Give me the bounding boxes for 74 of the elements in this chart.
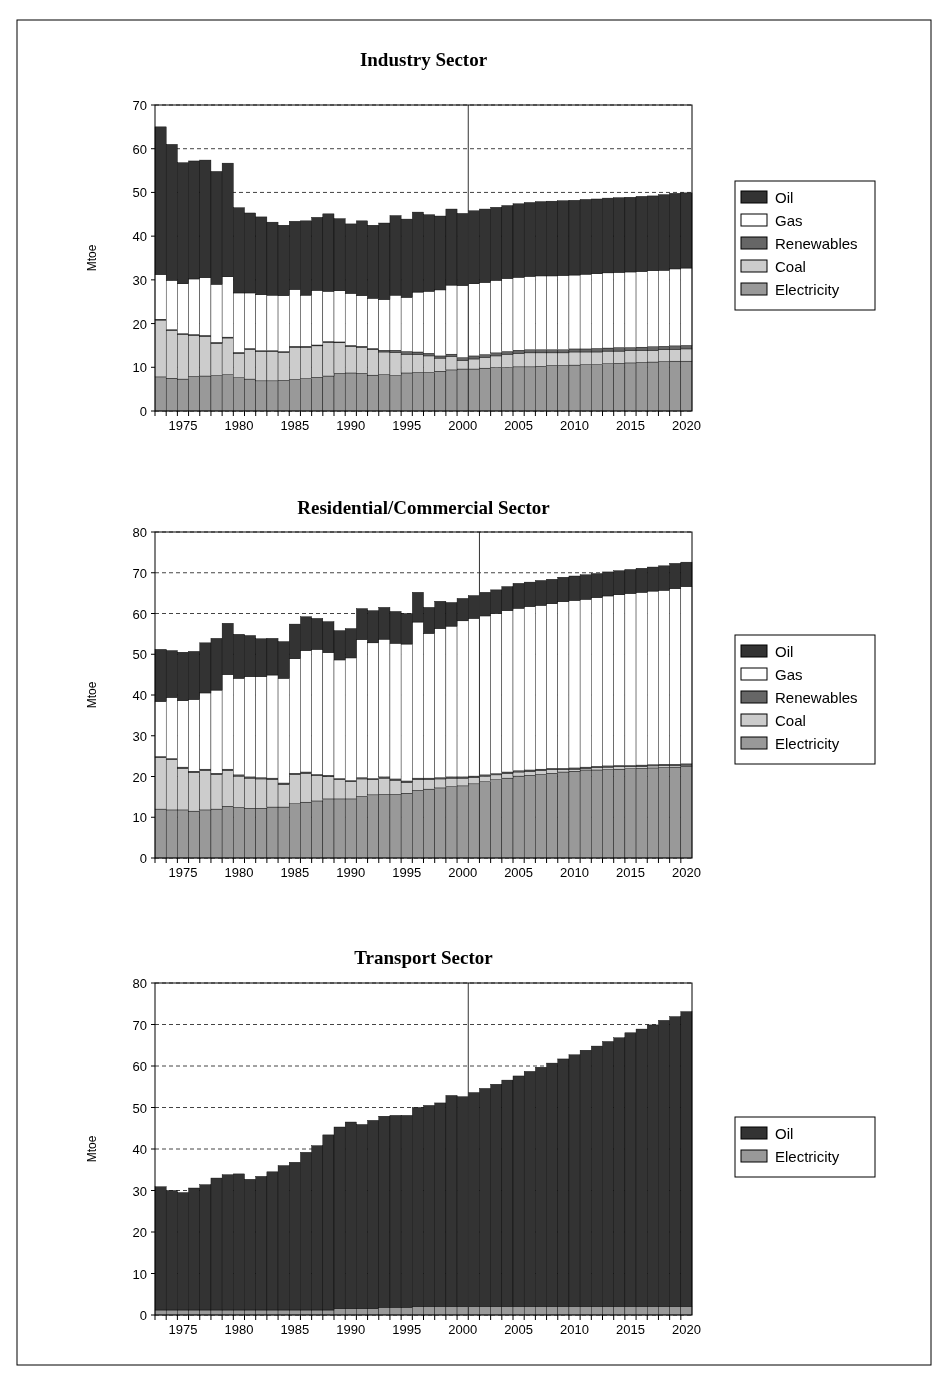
x-tick-label: 1995 (392, 1322, 422, 1337)
x-tick-label: 2010 (560, 1322, 589, 1337)
y-tick-label: 0 (139, 851, 147, 866)
legend-label: Coal (775, 712, 806, 729)
chart-title: Residential/Commercial Sector (297, 497, 551, 518)
x-tick-label: 1995 (392, 418, 422, 433)
x-tick-label: 1980 (224, 418, 254, 433)
y-tick-label: 60 (132, 141, 147, 157)
y-tick-label: 60 (132, 606, 147, 622)
x-tick-label: 2010 (560, 865, 589, 880)
x-tick-label: 2020 (671, 418, 701, 433)
x-tick-label: 2015 (616, 1322, 645, 1337)
y-tick-label: 30 (132, 272, 147, 288)
x-tick-label: 2005 (504, 865, 534, 880)
y-tick-label: 20 (132, 769, 147, 785)
legend-label: Oil (775, 643, 794, 660)
x-tick-label: 2000 (448, 1322, 478, 1337)
x-tick-label: 1990 (336, 865, 366, 880)
y-axis-title: Mtoe (85, 681, 99, 709)
x-tick-label: 1980 (224, 1322, 254, 1337)
x-tick-label: 2010 (560, 418, 589, 433)
y-axis-title: Mtoe (85, 244, 99, 272)
legend-label: Renewables (775, 689, 858, 706)
legend-label: Renewables (775, 235, 858, 252)
legend-label: Oil (775, 1125, 794, 1142)
legend-label: Electricity (775, 281, 840, 298)
y-tick-label: 40 (132, 1142, 147, 1157)
x-tick-label: 1985 (280, 418, 310, 433)
y-tick-label: 50 (132, 1100, 147, 1116)
x-tick-label: 1975 (168, 418, 198, 433)
chart-title: Transport Sector (354, 947, 494, 968)
legend-label: Electricity (775, 1148, 840, 1165)
y-tick-label: 30 (132, 1183, 147, 1199)
chart-title: Industry Sector (359, 49, 488, 70)
y-tick-label: 80 (132, 525, 147, 540)
legend-label: Oil (775, 189, 794, 206)
y-tick-label: 40 (132, 229, 147, 245)
x-tick-label: 2000 (448, 418, 478, 433)
x-tick-label: 1985 (280, 865, 310, 880)
y-axis-title: Mtoe (85, 1135, 99, 1163)
x-tick-label: 2005 (504, 1322, 534, 1337)
y-tick-label: 30 (132, 728, 147, 744)
y-tick-label: 40 (132, 688, 147, 703)
y-tick-label: 60 (132, 1059, 147, 1074)
x-tick-label: 1975 (168, 1322, 198, 1337)
x-tick-label: 1990 (336, 418, 366, 433)
y-tick-label: 20 (132, 316, 147, 332)
y-tick-label: 0 (139, 1308, 147, 1323)
legend-label: Electricity (775, 735, 840, 752)
x-tick-label: 1985 (280, 1322, 310, 1337)
legend-label: Gas (775, 212, 803, 229)
y-tick-label: 20 (132, 1225, 147, 1240)
x-tick-label: 2000 (448, 865, 478, 880)
x-tick-label: 1990 (336, 1322, 366, 1337)
y-tick-label: 50 (132, 185, 147, 201)
y-tick-label: 10 (132, 810, 147, 826)
x-tick-label: 2015 (616, 865, 645, 880)
y-tick-label: 0 (139, 404, 147, 419)
y-tick-label: 80 (132, 976, 147, 991)
x-tick-label: 2015 (616, 418, 645, 433)
legend-label: Coal (775, 258, 806, 275)
x-tick-label: 1975 (168, 865, 198, 880)
y-tick-label: 10 (132, 1266, 147, 1282)
y-tick-label: 70 (132, 1017, 147, 1033)
x-tick-label: 2020 (671, 1322, 701, 1337)
y-tick-label: 70 (132, 565, 147, 581)
y-tick-label: 50 (132, 647, 147, 663)
x-tick-label: 2005 (504, 418, 534, 433)
x-tick-label: 1980 (224, 865, 254, 880)
y-tick-label: 10 (132, 360, 147, 376)
y-tick-label: 70 (132, 98, 147, 113)
x-tick-label: 1995 (392, 865, 422, 880)
x-tick-label: 2020 (671, 865, 701, 880)
legend-label: Gas (775, 666, 803, 683)
